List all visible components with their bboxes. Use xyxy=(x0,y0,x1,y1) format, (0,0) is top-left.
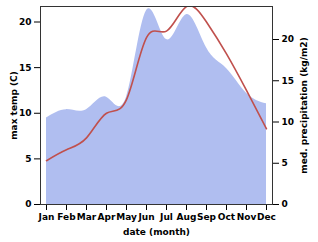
svg-text:Aug: Aug xyxy=(177,212,197,222)
svg-text:Mar: Mar xyxy=(77,212,97,222)
svg-text:10: 10 xyxy=(282,117,295,127)
svg-text:0: 0 xyxy=(282,199,288,209)
svg-text:10: 10 xyxy=(19,108,32,118)
svg-text:Nov: Nov xyxy=(237,212,257,222)
svg-text:May: May xyxy=(116,212,137,222)
svg-text:Sep: Sep xyxy=(197,212,217,222)
svg-text:Jan: Jan xyxy=(38,212,55,222)
svg-text:med. precipitation (kg/m2): med. precipitation (kg/m2) xyxy=(299,37,309,173)
svg-text:15: 15 xyxy=(282,76,295,86)
svg-text:Oct: Oct xyxy=(218,212,236,222)
svg-text:Dec: Dec xyxy=(257,212,276,222)
svg-text:max temp (C): max temp (C) xyxy=(9,71,19,140)
svg-text:0: 0 xyxy=(25,199,31,209)
svg-text:date (month): date (month) xyxy=(123,227,190,237)
svg-text:5: 5 xyxy=(25,154,31,164)
svg-text:15: 15 xyxy=(19,63,32,73)
svg-text:Jun: Jun xyxy=(137,212,154,222)
svg-text:Feb: Feb xyxy=(57,212,76,222)
svg-text:Jul: Jul xyxy=(159,212,173,222)
svg-text:Apr: Apr xyxy=(98,212,116,222)
svg-text:5: 5 xyxy=(282,158,288,168)
svg-text:20: 20 xyxy=(19,17,32,27)
svg-text:20: 20 xyxy=(282,34,295,44)
